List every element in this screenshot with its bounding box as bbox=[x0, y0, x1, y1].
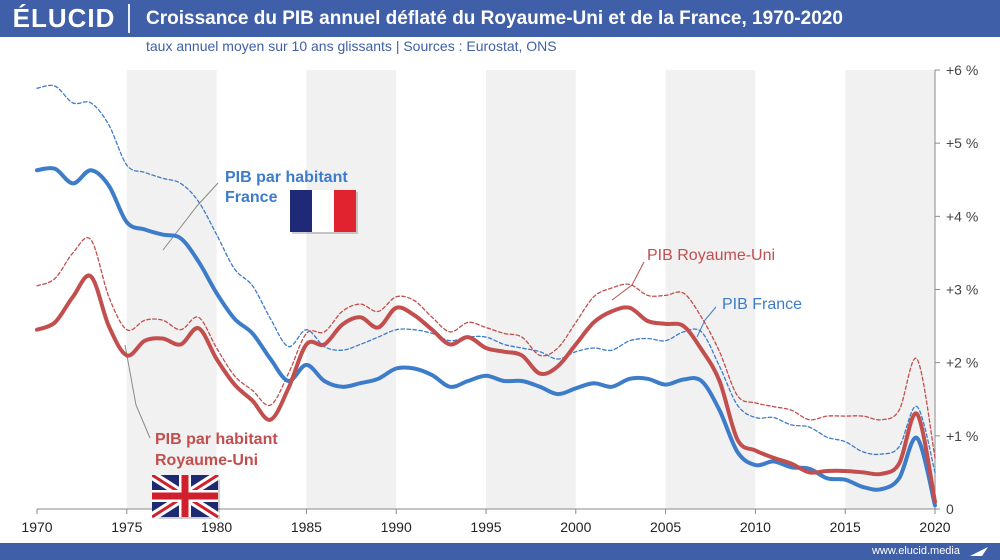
y-tick-label: +3 % bbox=[946, 282, 978, 298]
annotation-france-habitant-line1: PIB par habitant bbox=[225, 169, 348, 186]
x-tick-label: 2005 bbox=[650, 519, 681, 535]
y-axis-ticks: 0 +1 % +2 % +3 % +4 % +5 % +6 % bbox=[935, 62, 978, 517]
x-tick-label: 2015 bbox=[830, 519, 861, 535]
x-tick-label: 1990 bbox=[381, 519, 412, 535]
x-tick-label: 2020 bbox=[919, 519, 950, 535]
x-tick-label: 2000 bbox=[560, 519, 591, 535]
x-tick-label: 1975 bbox=[111, 519, 142, 535]
series-line-pib-habitant-uk bbox=[35, 273, 937, 504]
series-lines bbox=[35, 84, 937, 508]
y-tick-label: +6 % bbox=[946, 62, 978, 78]
series-line-pib-habitant-france bbox=[35, 166, 937, 508]
series-line-pib-uk bbox=[36, 237, 936, 459]
y-tick-label: +1 % bbox=[946, 428, 978, 444]
y-tick-label: 0 bbox=[946, 501, 954, 517]
annotation-france-habitant-line2: France bbox=[225, 189, 278, 206]
annotation-uk-habitant-line2: Royaume-Uni bbox=[155, 452, 258, 469]
brand-mark-icon bbox=[970, 547, 988, 556]
background-band bbox=[126, 70, 217, 509]
x-tick-label: 1970 bbox=[21, 519, 52, 535]
header-bar: ÉLUCID Croissance du PIB annuel déflaté … bbox=[0, 0, 1000, 37]
y-tick-label: +4 % bbox=[946, 208, 978, 224]
background-band bbox=[665, 70, 756, 509]
y-tick-label: +5 % bbox=[946, 135, 978, 151]
x-axis-ticks: 1970 1975 1980 1985 1990 1995 2000 2005 2010 2015… bbox=[21, 509, 951, 535]
leader-line-uk-habitant bbox=[124, 344, 151, 439]
x-tick-label: 1985 bbox=[291, 519, 322, 535]
x-tick-label: 1980 bbox=[201, 519, 232, 535]
annotation-uk-gdp: PIB Royaume-Uni bbox=[647, 247, 775, 264]
logo-separator bbox=[128, 4, 130, 33]
x-tick-label: 1995 bbox=[470, 519, 501, 535]
background-band bbox=[306, 70, 397, 509]
background-band bbox=[845, 70, 935, 509]
x-tick-label: 2010 bbox=[740, 519, 771, 535]
footer-bar: www.elucid.media bbox=[0, 543, 1000, 560]
uk-flag-icon bbox=[152, 475, 220, 519]
leader-line-france-gdp bbox=[696, 306, 717, 338]
y-tick-label: +2 % bbox=[946, 355, 978, 371]
series-line-pib-france bbox=[36, 84, 936, 474]
chart-title: Croissance du PIB annuel déflaté du Roya… bbox=[146, 8, 843, 29]
france-flag-icon bbox=[290, 190, 358, 234]
chart-subtitle: taux annuel moyen sur 10 ans glissants |… bbox=[146, 38, 557, 54]
line-chart: 0+1 %+2 %+3 %+4 %+5 %+6 % 1970 1975 1980 19… bbox=[21, 62, 978, 535]
background-bands bbox=[126, 70, 935, 509]
brand-logo: ÉLUCID bbox=[12, 3, 116, 33]
annotation-france-gdp: PIB France bbox=[722, 296, 802, 313]
footer-url: www.elucid.media bbox=[871, 545, 960, 557]
background-band bbox=[486, 70, 576, 509]
series-annotations: PIB par habitant France PIB Royaume-Uni PIB… bbox=[155, 169, 802, 469]
annotation-uk-habitant-line1: PIB par habitant bbox=[155, 431, 278, 448]
leader-line-uk-gdp bbox=[611, 261, 645, 301]
